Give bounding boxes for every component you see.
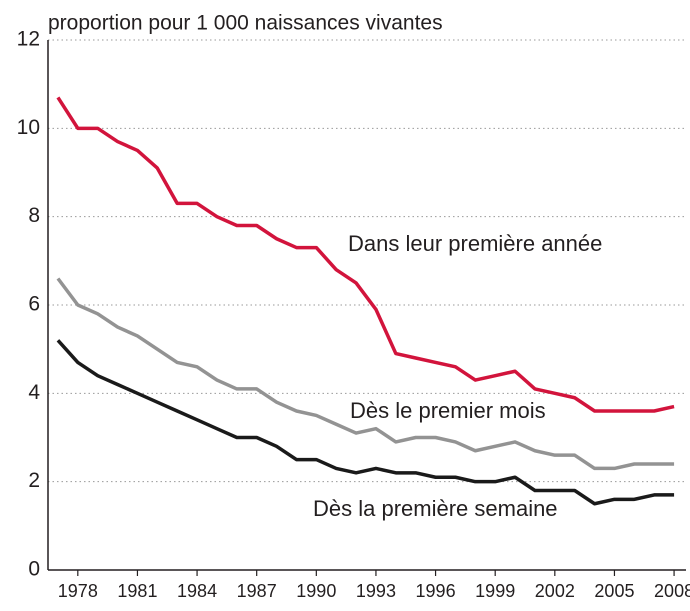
x-tick-label: 2002 xyxy=(535,581,575,601)
x-tick-label: 1984 xyxy=(177,581,217,601)
series-label: Dès la première semaine xyxy=(313,496,558,521)
x-tick-label: 1987 xyxy=(237,581,277,601)
x-tick-label: 2005 xyxy=(594,581,634,601)
x-tick-label: 1990 xyxy=(296,581,336,601)
line xyxy=(56,339,675,506)
y-tick-label: 2 xyxy=(28,469,40,492)
line xyxy=(56,277,675,471)
x-tick-label: 1996 xyxy=(416,581,456,601)
x-tick-label: 1999 xyxy=(475,581,515,601)
y-tick-label: 8 xyxy=(28,204,40,227)
x-tick-label: 1993 xyxy=(356,581,396,601)
line xyxy=(56,96,675,413)
series-label: Dès le premier mois xyxy=(350,398,546,423)
x-tick-label: 1981 xyxy=(117,581,157,601)
x-tick-label: 1978 xyxy=(58,581,98,601)
y-tick-label: 0 xyxy=(28,558,40,581)
y-tick-label: 10 xyxy=(17,116,40,139)
y-axis-label: proportion pour 1 000 naissances vivante… xyxy=(48,12,443,35)
x-tick-label: 2008 xyxy=(654,581,690,601)
series-label: Dans leur première année xyxy=(348,231,602,256)
y-tick-label: 4 xyxy=(28,381,40,404)
y-tick-label: 6 xyxy=(28,293,40,316)
y-tick-label: 12 xyxy=(17,28,40,51)
